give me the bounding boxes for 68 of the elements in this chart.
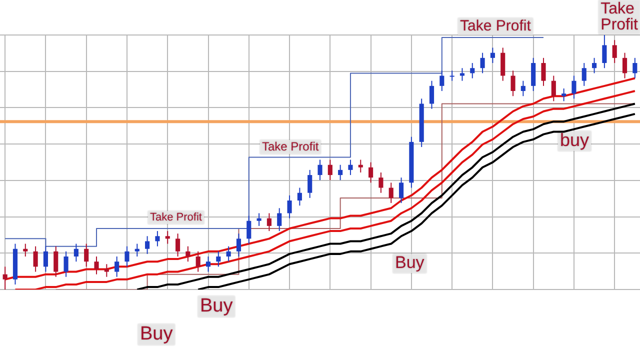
candlestick: [54, 246, 58, 278]
candlestick: [186, 246, 190, 262]
candlestick: [622, 52, 628, 79]
candlestick: [287, 194, 292, 219]
candlestick: [368, 162, 374, 184]
candlestick: [572, 75, 576, 100]
candlestick: [328, 159, 332, 181]
candlestick: [440, 70, 444, 92]
candlestick: [510, 70, 516, 97]
candlestick: [632, 57, 638, 79]
text: Take Profit: [460, 18, 532, 35]
candlestick: [155, 230, 160, 247]
candlestick: [175, 233, 180, 257]
candlestick: [582, 62, 586, 86]
annotation: buy: [560, 130, 590, 150]
candlestick: [145, 236, 150, 254]
candlestick: [64, 250, 68, 278]
candlestick: [541, 57, 546, 86]
candlestick: [216, 250, 221, 268]
candlestick: [124, 246, 130, 268]
candlestick: [602, 34, 607, 69]
candlestick: [226, 246, 231, 262]
candlestick: [429, 80, 434, 110]
candlestick: [398, 177, 404, 204]
candlestick: [378, 172, 384, 194]
candlestick: [460, 68, 465, 82]
annotation: Take Profit: [150, 212, 202, 224]
candlestick: [348, 159, 353, 176]
candlestick: [338, 164, 343, 181]
candlestick: [277, 208, 282, 232]
candlestick: [490, 47, 495, 64]
candlestick: [236, 233, 242, 257]
candlestick: [480, 52, 485, 74]
candlestick: [520, 80, 526, 97]
candlestick: [114, 256, 120, 278]
candlestick: [246, 215, 252, 244]
candlestick: [74, 243, 78, 262]
text: Buy: [200, 296, 234, 317]
candlestick: [500, 47, 506, 82]
candlestick: [358, 159, 363, 173]
candlestick: [592, 57, 597, 74]
candlestick: [388, 182, 394, 204]
candlestick: [612, 40, 617, 64]
candlestick: [450, 70, 454, 82]
candlestick: [266, 212, 272, 232]
candlestick: [2, 266, 8, 290]
text: Take Profit: [600, 0, 639, 34]
candlestick: [165, 230, 170, 244]
annotation: Take Profit: [262, 139, 320, 154]
candlestick: [297, 187, 302, 206]
candlestick: [531, 57, 536, 92]
candlestick: [84, 243, 89, 268]
candlestick: [318, 159, 322, 181]
annotation: Buy: [395, 253, 425, 272]
candlestick: [94, 256, 99, 275]
candlestick: [23, 243, 28, 257]
candlestick: [256, 212, 262, 226]
candlestick: [196, 250, 200, 272]
candlestick: [562, 88, 566, 102]
candlestick: [43, 246, 48, 272]
candlestick: [33, 246, 38, 272]
candlestick: [134, 243, 140, 257]
candlestick: [104, 264, 109, 278]
candlestick: [308, 169, 312, 198]
candlestick: [470, 62, 475, 79]
candlestick: [206, 256, 211, 272]
text: Buy: [140, 324, 174, 345]
candlestick: [551, 75, 556, 102]
